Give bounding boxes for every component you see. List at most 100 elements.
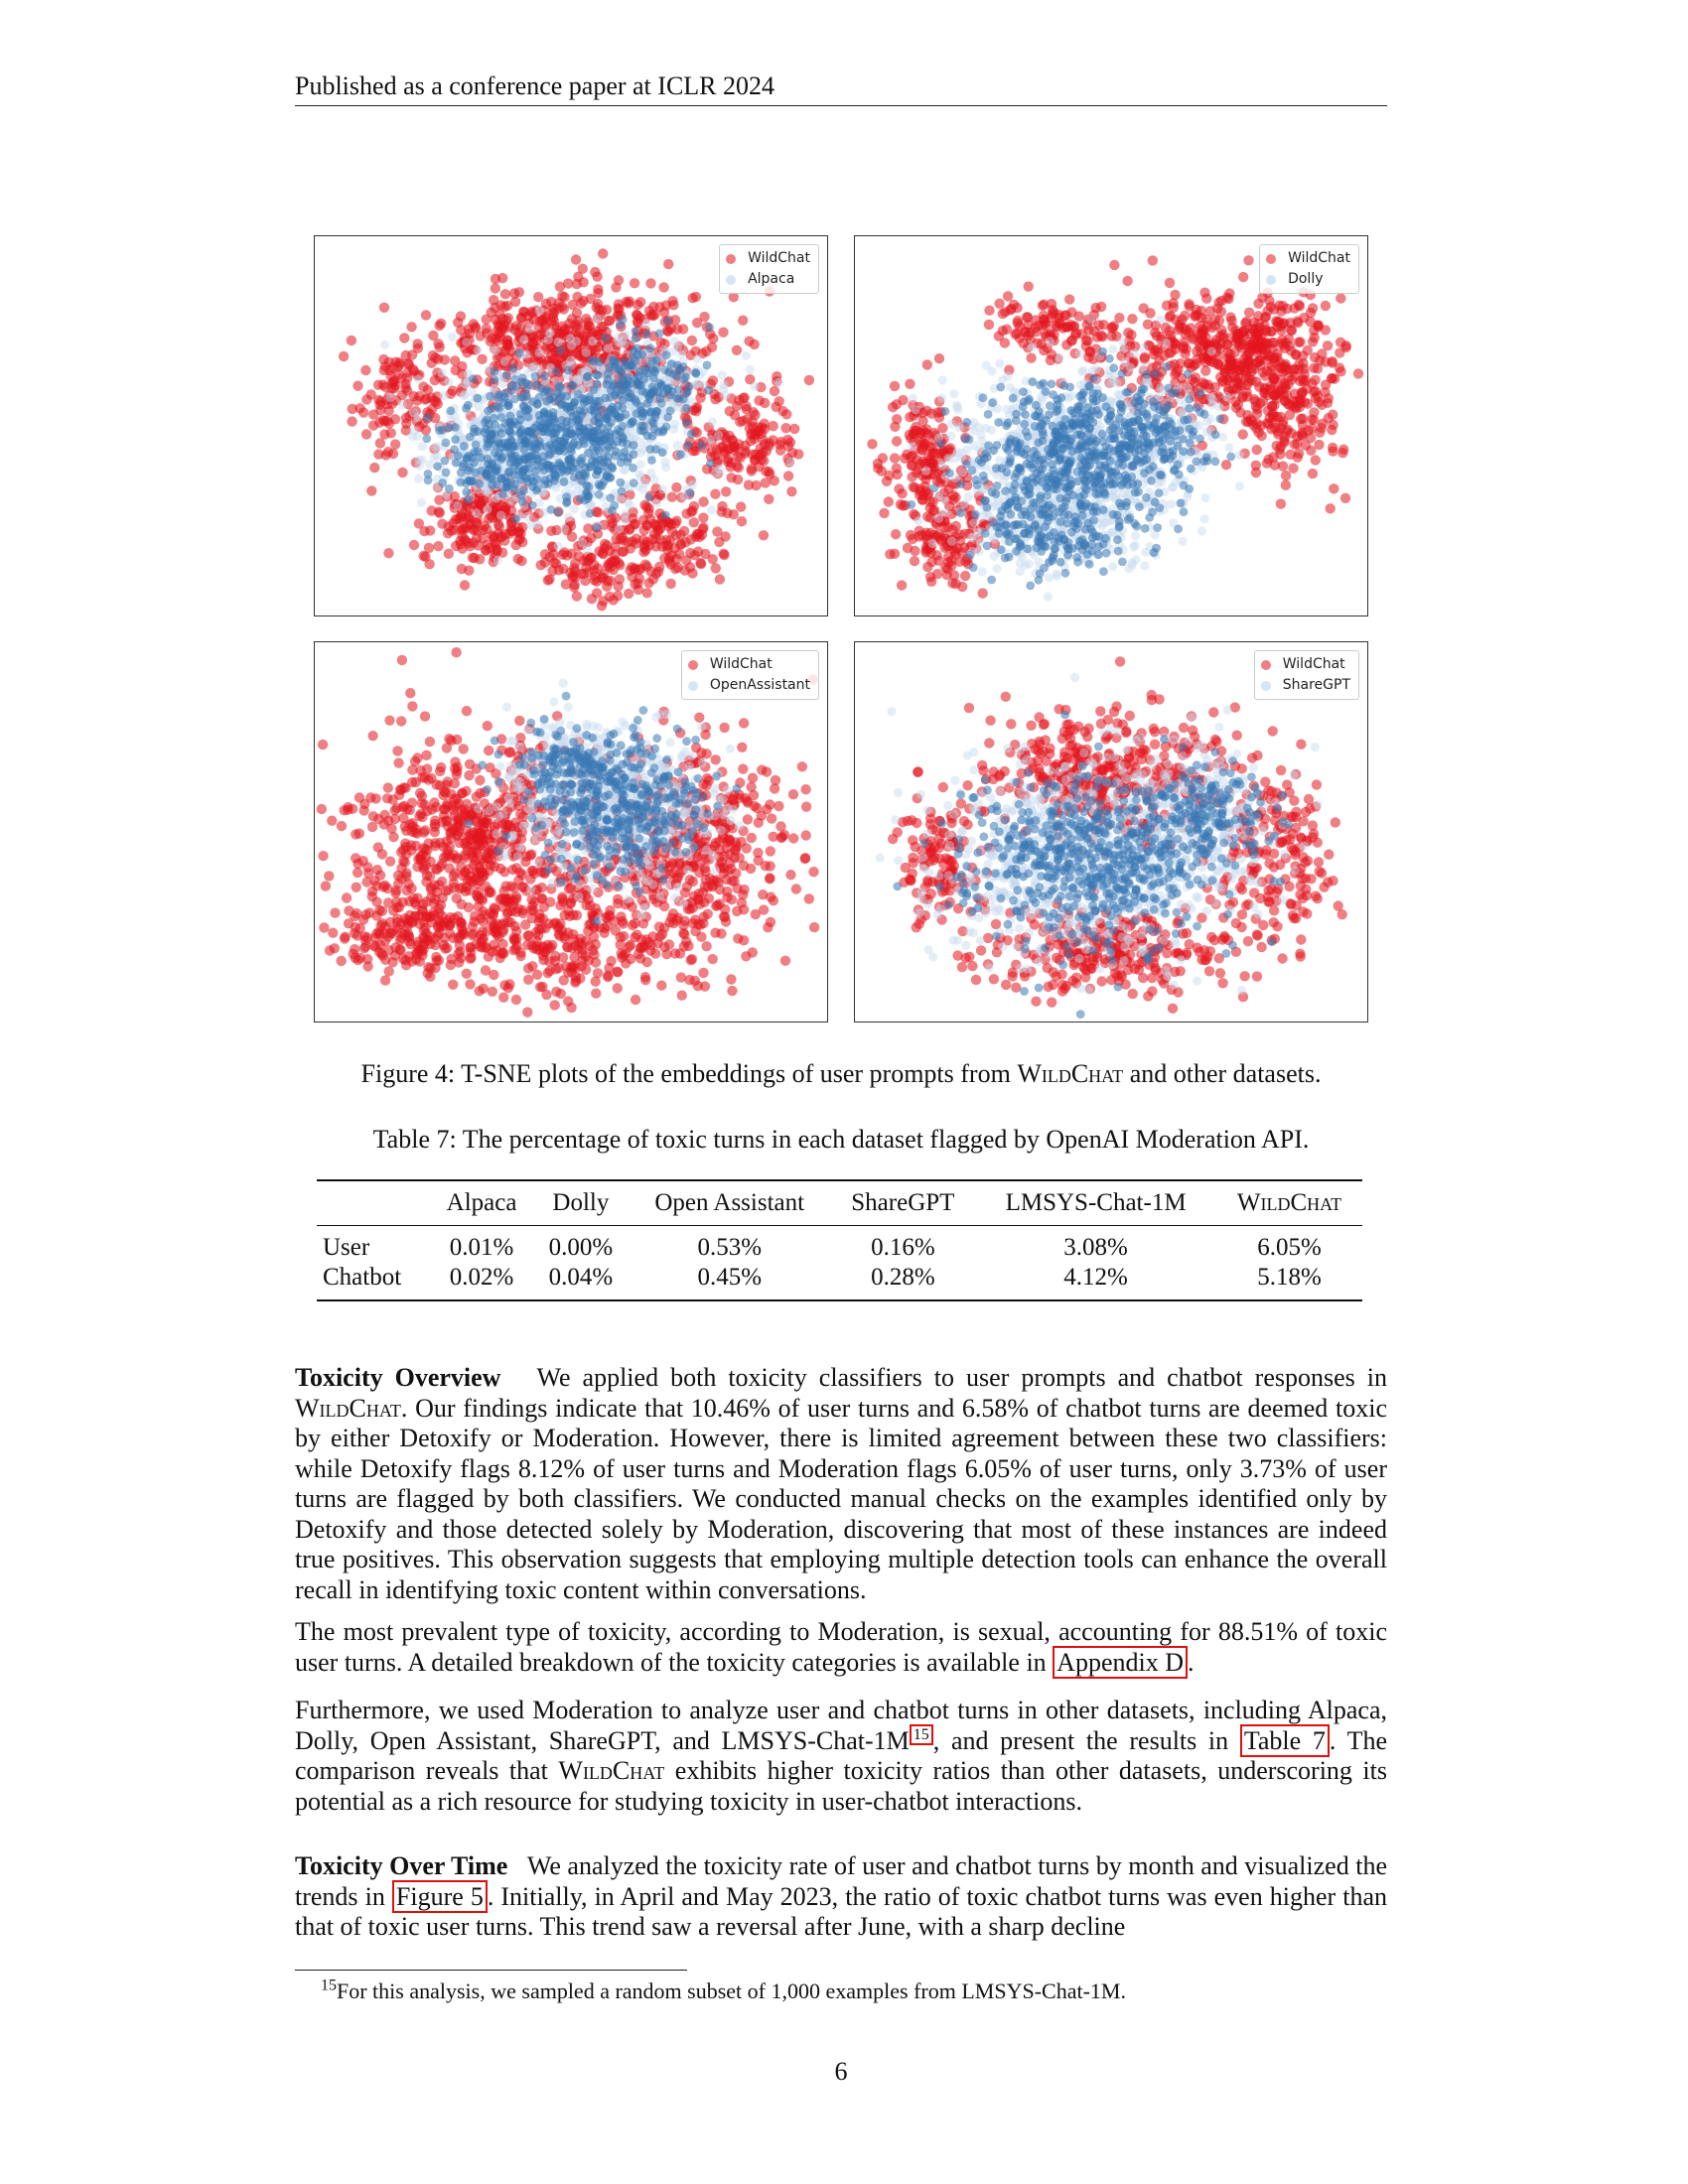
scatter-point [937, 423, 948, 434]
scatter-point [581, 347, 591, 357]
scatter-point [1014, 333, 1025, 343]
scatter-point [473, 345, 483, 355]
scatter-point [533, 364, 543, 374]
scatter-point [358, 407, 369, 418]
scatter-point [979, 520, 990, 532]
scatter-point [1207, 356, 1219, 368]
scatter-point [366, 485, 377, 496]
scatter-point [1020, 560, 1030, 570]
scatter-point [1335, 347, 1345, 358]
scatter-point [420, 551, 431, 562]
scatter-point [594, 412, 604, 422]
scatter-point [1049, 329, 1059, 341]
scatter-point [616, 458, 626, 468]
scatter-point [620, 338, 632, 348]
scatter-point [439, 354, 451, 365]
scatter-point [414, 455, 424, 465]
scatter-point [531, 451, 541, 460]
scatter-point [526, 520, 536, 530]
scatter-point [946, 508, 957, 519]
scatter-point [933, 396, 945, 407]
scatter-point [456, 510, 467, 521]
scatter-point [449, 490, 460, 502]
scatter-point [1204, 306, 1216, 317]
scatter-point [604, 315, 616, 327]
scatter-point [527, 360, 538, 372]
scatter-point [977, 588, 988, 599]
scatter-point [682, 388, 691, 398]
scatter-point [650, 483, 661, 494]
scatter-point [586, 594, 598, 605]
scatter-point [661, 463, 671, 473]
scatter-point [554, 458, 564, 468]
scatter-point [397, 467, 408, 478]
scatter-point [433, 442, 443, 452]
scatter-point [621, 509, 631, 519]
scatter-point [538, 507, 548, 517]
scatter-point [1023, 342, 1034, 353]
scatter-point [661, 510, 670, 520]
scatter-point [695, 392, 706, 403]
scatter-point [1328, 409, 1338, 420]
scatter-point [1077, 366, 1087, 376]
scatter-point [567, 380, 576, 390]
scatter-point [1295, 394, 1306, 406]
legend-label: WildChat [748, 250, 810, 266]
scatter-point [492, 479, 502, 489]
scatter-point [389, 414, 401, 425]
scatter-point [505, 449, 515, 459]
scatter-point [663, 258, 674, 270]
scatter-point [1080, 335, 1092, 345]
scatter-point [643, 503, 654, 514]
scatter-point [628, 506, 638, 518]
scatter-point [1031, 315, 1042, 326]
scatter-point [1180, 348, 1191, 359]
scatter-point [879, 507, 890, 519]
scatter-point [534, 392, 544, 402]
scatter-point [417, 455, 427, 465]
scatter-point [456, 478, 466, 487]
scatter-point [540, 427, 549, 436]
scatter-point [530, 440, 540, 449]
scatter-point [966, 533, 977, 543]
scatter-point [493, 328, 504, 339]
scatter-point [593, 466, 603, 476]
scatter-point [615, 493, 625, 503]
scatter-point [1213, 315, 1225, 327]
scatter-point [956, 448, 966, 458]
scatter-point [426, 357, 437, 368]
scatter-point [1168, 481, 1178, 492]
scatter-point [611, 282, 622, 293]
scatter-point [639, 559, 651, 570]
scatter-point [437, 368, 447, 378]
scatter-point [889, 380, 901, 392]
scatter-point [595, 357, 605, 367]
scatter-point [1336, 293, 1346, 304]
scatter-point [927, 538, 937, 548]
scatter-point [378, 364, 389, 376]
scatter-point [592, 313, 604, 324]
scatter-point [992, 500, 1002, 510]
scatter-point [676, 450, 685, 460]
scatter-point [539, 466, 549, 475]
scatter-point [1178, 536, 1188, 546]
scatter-point [715, 465, 725, 475]
scatter-point [583, 371, 593, 381]
scatter-point [981, 360, 991, 370]
scatter-point [657, 448, 667, 458]
scatter-point [789, 423, 800, 435]
scatter-point [1030, 429, 1040, 439]
scatter-point [448, 517, 459, 529]
scatter-point [669, 424, 679, 434]
scatter-point [592, 523, 602, 533]
scatter-point [1050, 320, 1061, 331]
legend-entry-wildchat: WildChat [726, 248, 810, 269]
scatter-point [469, 374, 478, 383]
scatter-point [1313, 322, 1324, 333]
scatter-point [736, 501, 747, 512]
scatter-point [511, 514, 520, 524]
scatter-point [559, 438, 569, 448]
scatter-point [621, 515, 631, 525]
scatter-point [360, 364, 371, 376]
scatter-point [672, 402, 683, 412]
